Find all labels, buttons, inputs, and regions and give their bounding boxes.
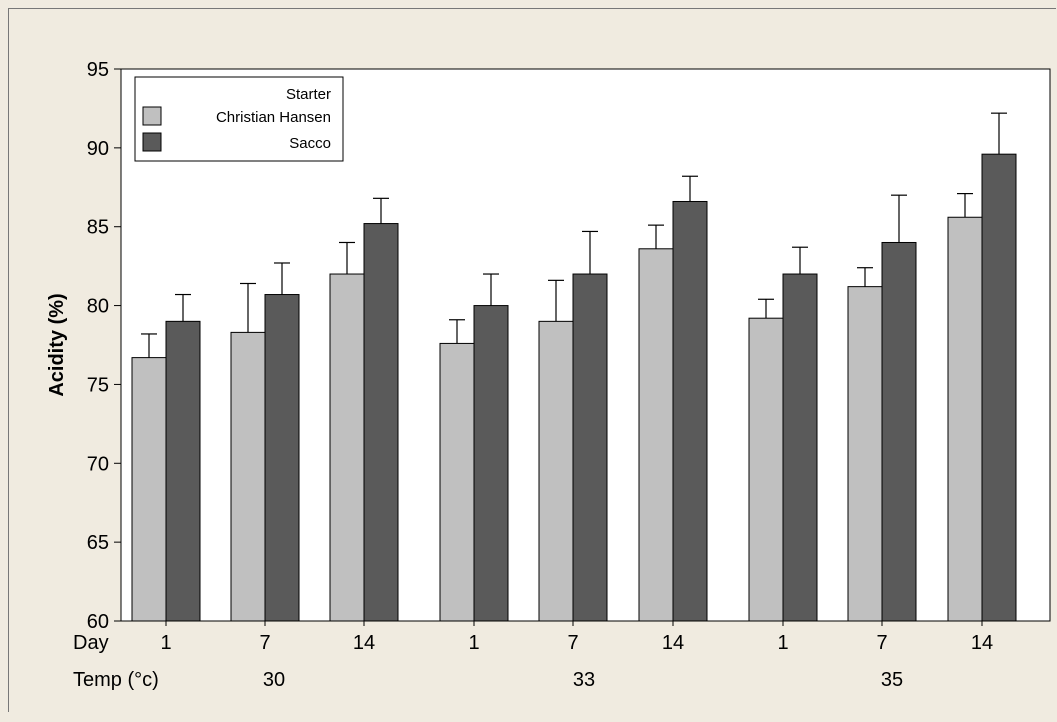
- y-tick-label: 80: [87, 296, 109, 318]
- y-tick-label: 75: [87, 374, 109, 396]
- bar-sacco: [672, 200, 708, 622]
- y-axis-title: Acidity (%): [46, 293, 68, 396]
- bar-sacco: [782, 273, 818, 622]
- y-tick-label: 70: [87, 453, 109, 475]
- x-tick-label-day: 1: [777, 632, 788, 654]
- bar-chart: 60 65 70 75 80 85 90 95 1 7 14 1 7 14 1 7 14 30 33 35 Acidi…: [46, 59, 1051, 691]
- legend-label-sacco: Sacco: [289, 135, 331, 152]
- chart-frame: 60 65 70 75 80 85 90 95 1 7 14 1 7 14 1 7 14 30 33 35 Acidi…: [8, 8, 1056, 712]
- x-tick-label-day: 7: [567, 632, 578, 654]
- bar-christian-hansen: [947, 216, 983, 622]
- axes-layer: 60 65 70 75 80 85 90 95 1 7 14 1 7 14 1 7 14 30 33 35: [87, 59, 993, 691]
- bar-christian-hansen: [131, 357, 167, 622]
- x-tick-label-day: 14: [662, 632, 684, 654]
- y-tick-label: 90: [87, 138, 109, 160]
- bar-sacco: [264, 294, 300, 622]
- bar-christian-hansen: [748, 317, 784, 622]
- bar-sacco: [572, 273, 608, 622]
- x-tick-label-day: 1: [160, 632, 171, 654]
- y-tick-label: 95: [87, 59, 109, 81]
- legend-title: Starter: [286, 86, 331, 103]
- bar-christian-hansen: [230, 331, 266, 622]
- bar-sacco: [363, 223, 399, 622]
- bar-sacco: [165, 320, 201, 622]
- bar-christian-hansen: [847, 286, 883, 622]
- bar-christian-hansen: [439, 342, 475, 622]
- day-row-label: Day: [73, 632, 109, 654]
- legend-box: [134, 76, 344, 162]
- y-tick-label: 65: [87, 532, 109, 554]
- bar-sacco: [881, 241, 917, 622]
- x-tick-label-day: 7: [876, 632, 887, 654]
- x-group-label-temp: 33: [573, 669, 595, 691]
- x-group-label-temp: 30: [263, 669, 285, 691]
- temp-row-label: Temp (°c): [73, 669, 159, 691]
- y-tick-label: 60: [87, 611, 109, 633]
- x-tick-label-day: 14: [353, 632, 375, 654]
- bar-sacco: [473, 305, 509, 622]
- legend-swatch-sacco: [142, 132, 162, 152]
- bar-sacco: [981, 153, 1017, 622]
- bars-layer: [131, 112, 1017, 622]
- x-tick-label-day: 1: [468, 632, 479, 654]
- bar-christian-hansen: [638, 248, 674, 622]
- x-group-label-temp: 35: [881, 669, 903, 691]
- y-tick-label: 85: [87, 217, 109, 239]
- legend-label-christian-hansen: Christian Hansen: [216, 109, 331, 126]
- x-tick-label-day: 14: [971, 632, 993, 654]
- bar-christian-hansen: [329, 273, 365, 622]
- legend: Starter Christian Hansen Sacco: [134, 76, 344, 162]
- bar-christian-hansen: [538, 320, 574, 622]
- x-tick-label-day: 7: [259, 632, 270, 654]
- legend-swatch-christian-hansen: [142, 106, 162, 126]
